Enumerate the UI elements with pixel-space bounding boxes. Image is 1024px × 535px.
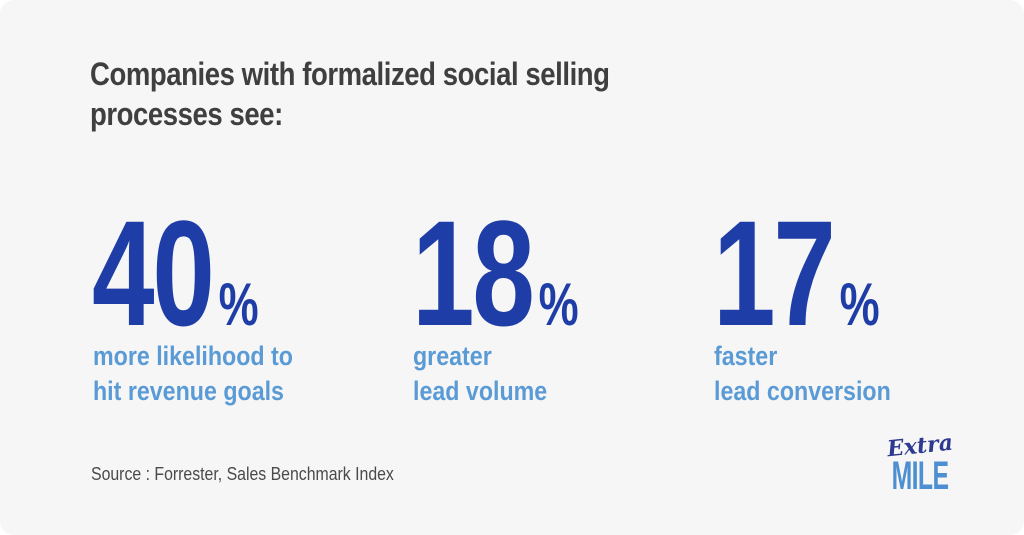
stat-lead-volume: 18% greater lead volume (412, 198, 712, 418)
stat-value: 40 (92, 189, 215, 357)
stat-value-row: 17% (713, 198, 938, 348)
stat-label-line-2: hit revenue goals (93, 376, 284, 406)
page-title: Companies with formalized social selling… (90, 54, 610, 134)
extramile-logo: Extra MILE (873, 430, 967, 498)
stat-percent-sign: % (538, 271, 579, 338)
stat-label: more likelihood to hit revenue goals (93, 339, 293, 409)
stat-label-line-1: more likelihood to (93, 341, 293, 371)
stat-revenue-goals: 40% more likelihood to hit revenue goals (92, 198, 392, 418)
stat-label-line-2: lead volume (413, 376, 548, 406)
stat-label-line-1: faster (714, 341, 778, 371)
stat-lead-conversion: 17% faster lead conversion (713, 198, 1013, 418)
stat-percent-sign: % (839, 271, 880, 338)
stat-value-row: 40% (92, 198, 317, 348)
stat-label: faster lead conversion (714, 339, 891, 409)
stat-label: greater lead volume (413, 339, 547, 409)
logo-mile-text: MILE (891, 454, 949, 498)
stat-label-line-1: greater (413, 341, 492, 371)
source-attribution: Source : Forrester, Sales Benchmark Inde… (91, 464, 394, 484)
stat-value-row: 18% (412, 198, 637, 348)
page-title-line-1: Companies with formalized social selling (90, 56, 610, 92)
stat-percent-sign: % (218, 271, 259, 338)
stat-value: 17 (713, 189, 836, 357)
stat-label-line-2: lead conversion (714, 376, 891, 406)
page-title-line-2: processes see: (90, 96, 283, 132)
stat-value: 18 (412, 189, 535, 357)
